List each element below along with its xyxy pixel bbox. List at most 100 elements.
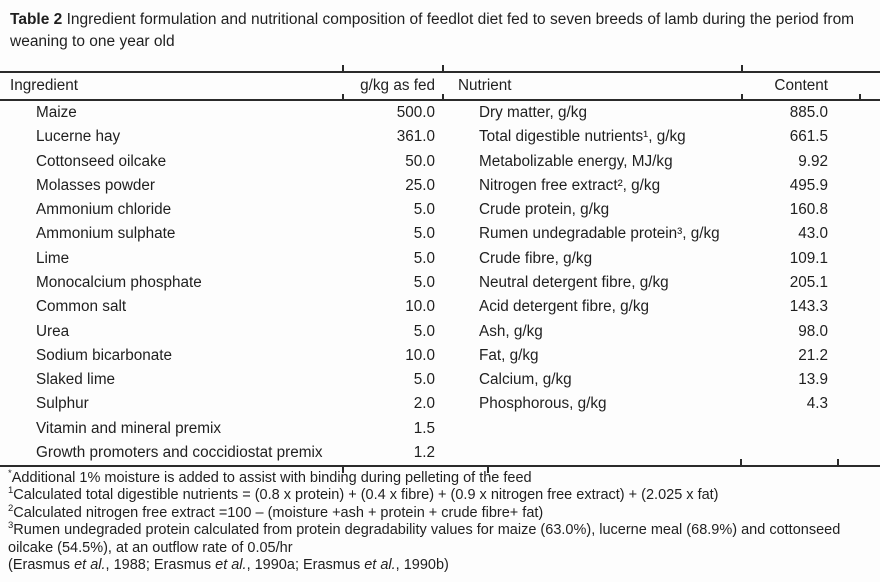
column-divider-tick <box>342 94 344 100</box>
table-row: Molasses powder 25.0 Nitrogen free extra… <box>0 174 880 198</box>
content-cell: 9.92 <box>798 152 828 170</box>
content-cell: 21.2 <box>798 346 828 364</box>
nutrient-cell: Crude protein, g/kg <box>479 201 610 219</box>
ingredient-cell: Lime <box>36 249 70 267</box>
footnotes: *Additional 1% moisture is added to assi… <box>8 468 871 574</box>
footnote-marker: * <box>8 468 12 480</box>
table-row: Lucerne hay 361.0 Total digestible nutri… <box>0 125 880 149</box>
ingredient-cell: Lucerne hay <box>36 128 121 146</box>
nutrient-cell: Rumen undegradable protein³, g/kg <box>479 225 720 243</box>
ingredient-cell: Molasses powder <box>36 176 156 194</box>
amount-cell: 5.0 <box>413 201 435 219</box>
amount-cell: 10.0 <box>405 346 435 364</box>
footnote-moisture: *Additional 1% moisture is added to assi… <box>8 468 871 487</box>
table-row: Maize 500.0 Dry matter, g/kg 885.0 <box>0 101 880 125</box>
nutrient-cell: Dry matter, g/kg <box>479 104 587 122</box>
content-cell: 13.9 <box>798 371 828 389</box>
ingredient-cell: Sodium bicarbonate <box>36 346 173 364</box>
ingredient-cell: Maize <box>36 104 77 122</box>
column-divider-tick <box>741 94 743 100</box>
column-divider-tick <box>487 466 489 473</box>
amount-cell: 1.5 <box>413 419 435 437</box>
table-row: Common salt 10.0 Acid detergent fibre, g… <box>0 295 880 319</box>
col-header-amount: g/kg as fed <box>360 77 435 94</box>
nutrient-cell: Neutral detergent fibre, g/kg <box>479 273 669 291</box>
amount-cell: 500.0 <box>396 104 435 122</box>
nutrient-cell: Ash, g/kg <box>479 322 543 340</box>
nutrient-cell: Fat, g/kg <box>479 346 539 364</box>
footnote-rup: 3Rumen undegraded protein calculated fro… <box>8 520 871 557</box>
table-row: Monocalcium phosphate 5.0 Neutral deterg… <box>0 271 880 295</box>
column-divider-tick <box>442 65 444 71</box>
ingredient-cell: Urea <box>36 322 70 340</box>
footnote-nfe-formula: 2Calculated nitrogen free extract =100 –… <box>8 502 871 522</box>
content-cell: 205.1 <box>789 273 828 291</box>
nutrient-cell: Total digestible nutrients¹, g/kg <box>479 128 686 146</box>
table-row: Growth promoters and coccidiostat premix… <box>0 441 880 465</box>
table-caption-text: Ingredient formulation and nutritional c… <box>10 11 855 50</box>
ingredient-cell: Sulphur <box>36 395 89 413</box>
table-caption: Table 2 Ingredient formulation and nutri… <box>10 9 870 52</box>
column-divider-tick <box>859 94 861 100</box>
content-cell: 160.8 <box>789 201 828 219</box>
content-cell: 98.0 <box>798 322 828 340</box>
content-cell: 109.1 <box>789 249 828 267</box>
data-table: Ingredient g/kg as fed Nutrient Content … <box>0 65 880 473</box>
col-header-ingredient: Ingredient <box>10 77 79 94</box>
content-cell: 4.3 <box>806 395 828 413</box>
amount-cell: 5.0 <box>413 249 435 267</box>
table-row: Sodium bicarbonate 10.0 Fat, g/kg 21.2 <box>0 344 880 368</box>
column-divider-tick <box>342 65 344 71</box>
content-cell: 661.5 <box>789 128 828 146</box>
table-row: Vitamin and mineral premix 1.5 <box>0 416 880 440</box>
ingredient-cell: Cottonseed oilcake <box>36 152 167 170</box>
amount-cell: 5.0 <box>413 273 435 291</box>
amount-cell: 1.2 <box>413 443 435 461</box>
footnote-text: Calculated nitrogen free extract =100 – … <box>13 504 544 521</box>
ingredient-cell: Monocalcium phosphate <box>36 273 202 291</box>
table-row: Ammonium sulphate 5.0 Rumen undegradable… <box>0 222 880 246</box>
amount-cell: 2.0 <box>413 395 435 413</box>
ingredient-cell: Ammonium chloride <box>36 201 172 219</box>
amount-cell: 5.0 <box>413 371 435 389</box>
footnote-text: Calculated total digestible nutrients = … <box>13 487 719 504</box>
table-row: Slaked lime 5.0 Calcium, g/kg 13.9 <box>0 368 880 392</box>
ingredient-cell: Growth promoters and coccidiostat premix <box>36 443 323 461</box>
nutrient-cell: Calcium, g/kg <box>479 371 572 389</box>
nutrient-cell: Crude fibre, g/kg <box>479 249 593 267</box>
footnote-marker: 1 <box>8 485 14 497</box>
col-header-content: Content <box>774 77 828 94</box>
content-cell: 495.9 <box>789 176 828 194</box>
nutrient-cell: Phosphorous, g/kg <box>479 395 607 413</box>
column-divider-tick <box>837 458 839 465</box>
ingredient-cell: Common salt <box>36 298 127 316</box>
col-header-nutrient: Nutrient <box>458 77 512 94</box>
footnote-text: Additional 1% moisture is added to assis… <box>11 469 532 486</box>
amount-cell: 5.0 <box>413 225 435 243</box>
table-row: Cottonseed oilcake 50.0 Metabolizable en… <box>0 150 880 174</box>
footnote-marker: 2 <box>8 502 14 514</box>
table-caption-number: Table 2 <box>10 11 63 28</box>
column-divider-tick <box>740 458 742 465</box>
ingredient-cell: Ammonium sulphate <box>36 225 176 243</box>
footnote-text: Rumen undegraded protein calculated from… <box>8 522 841 556</box>
nutrient-cell: Metabolizable energy, MJ/kg <box>479 152 673 170</box>
ingredient-cell: Slaked lime <box>36 371 116 389</box>
amount-cell: 361.0 <box>396 128 435 146</box>
column-divider-tick <box>442 94 444 100</box>
citation-line: (Erasmus et al., 1988; Erasmus et al., 1… <box>8 557 449 574</box>
footnote-tdn-formula: 1Calculated total digestible nutrients =… <box>8 485 871 504</box>
ingredient-cell: Vitamin and mineral premix <box>36 419 222 437</box>
amount-cell: 50.0 <box>405 152 435 170</box>
footnote-marker: 3 <box>8 520 14 532</box>
amount-cell: 25.0 <box>405 176 435 194</box>
content-cell: 143.3 <box>789 298 828 316</box>
amount-cell: 10.0 <box>405 298 435 316</box>
nutrient-cell: Acid detergent fibre, g/kg <box>479 298 650 316</box>
table-row: Urea 5.0 Ash, g/kg 98.0 <box>0 319 880 343</box>
table-row: Sulphur 2.0 Phosphorous, g/kg 4.3 <box>0 392 880 416</box>
column-divider-tick <box>741 65 743 71</box>
nutrient-cell: Nitrogen free extract², g/kg <box>479 176 661 194</box>
content-cell: 43.0 <box>798 225 828 243</box>
